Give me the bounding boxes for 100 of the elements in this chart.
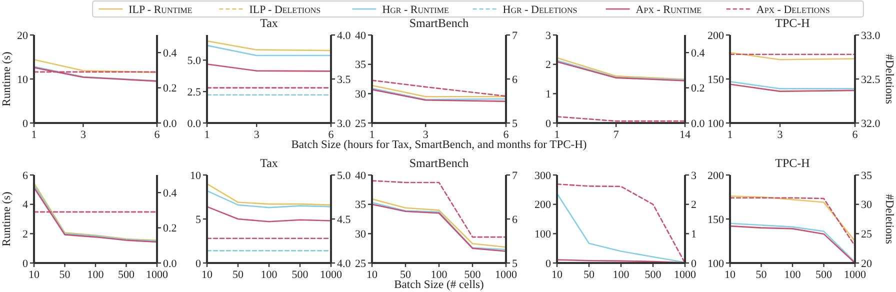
y-tick-label: 4 [22, 199, 28, 212]
y2-tick-label: 4.0 [337, 258, 352, 270]
x-tick-label: 1000 [320, 269, 342, 281]
x-tick-label: 100 [87, 269, 104, 281]
chart-title: Tax [260, 16, 278, 30]
y2-tick-label: 5.0 [337, 170, 352, 182]
y-tick-label: 5.0 [187, 54, 202, 67]
y-tick-label: 35 [355, 199, 366, 212]
x-tick-label: 3 [80, 129, 86, 141]
x-tick-label: 500 [464, 269, 482, 281]
y2-tick-label: 2 [691, 199, 696, 212]
x-tick-label: 50 [756, 269, 768, 281]
y2-tick-label: 0.2 [163, 82, 177, 95]
y2-tick-label: 6 [512, 214, 518, 226]
x-tick-label: 14 [680, 129, 691, 141]
x-tick-label: 10 [366, 269, 378, 281]
x-tick-label: 7 [613, 129, 620, 141]
y2-tick-label: 25 [861, 228, 872, 241]
x-tick-label: 1000 [844, 269, 866, 281]
x-tick-label: 6 [328, 129, 334, 141]
line-series [206, 206, 332, 222]
x-tick-label: 3 [254, 129, 260, 141]
y-tick-label: 3 [546, 30, 552, 42]
y2-axis-title: #Deletions [883, 194, 895, 244]
y-tick-label: 0 [546, 118, 552, 130]
y2-tick-label: 0 [691, 258, 697, 270]
legend-label: ILP - Deletions [249, 4, 321, 16]
y2-tick-label: 5 [512, 258, 518, 270]
x-tick-label: 100 [430, 269, 448, 281]
y-tick-label: 30 [355, 228, 366, 241]
y-tick-label: 150 [708, 74, 724, 86]
x-tick-label: 50 [59, 269, 71, 281]
y-axis-title: Runtime (s) [1, 192, 13, 246]
x-tick-label: 1 [727, 129, 733, 141]
y-tick-label: 20 [17, 30, 28, 42]
x-tick-label: 1 [31, 129, 37, 141]
y-tick-label: 0 [22, 258, 28, 270]
legend-label: ILP - Runtime [128, 4, 192, 16]
y2-tick-label: 3.0 [337, 118, 352, 130]
x-tick-label: 1 [369, 129, 375, 141]
y-tick-label: 25 [355, 118, 366, 130]
x-tick-label: 50 [232, 269, 244, 281]
y2-tick-label: 5 [512, 118, 518, 130]
x-tick-label: 500 [644, 269, 662, 281]
x-tick-label: 10 [724, 269, 736, 281]
y-tick-label: 0 [22, 118, 28, 130]
y2-tick-label: 7 [512, 30, 518, 42]
y2-tick-label: 0.2 [691, 82, 705, 95]
y-tick-label: 10 [17, 74, 28, 86]
x-tick-label: 1000 [495, 269, 518, 281]
y-tick-label: 30 [355, 88, 366, 101]
y-tick-label: 2.5 [187, 86, 202, 98]
y-tick-label: 100 [708, 118, 724, 130]
y2-tick-label: 4.0 [337, 30, 352, 42]
y-tick-label: 40 [355, 170, 366, 182]
y2-tick-label: 33.0 [861, 30, 881, 42]
y-tick-label: 200 [708, 170, 724, 182]
x-tick-label: 100 [612, 269, 630, 281]
y-tick-label: 100 [534, 228, 552, 241]
x-tick-label: 100 [784, 269, 802, 281]
y2-tick-label: 3 [691, 170, 697, 182]
x-tick-label: 6 [154, 129, 160, 141]
x-tick-label: 50 [400, 269, 412, 281]
legend-label: Hgr - Deletions [502, 4, 578, 16]
x-tick-label: 3 [777, 129, 784, 141]
x-tick-label: 50 [584, 269, 595, 281]
y2-tick-label: 0.4 [691, 47, 706, 60]
line-series [206, 190, 332, 208]
x-tick-label: 500 [816, 269, 832, 281]
x-axis-title: Batch Size (# cells) [394, 279, 484, 291]
y2-tick-label: 0.0 [691, 118, 706, 130]
y2-tick-label: 35 [861, 170, 872, 182]
x-tick-label: 500 [292, 269, 309, 281]
y-tick-label: 0 [546, 258, 552, 270]
y-tick-label: 200 [534, 199, 552, 212]
y2-tick-label: 0.2 [163, 222, 177, 235]
y2-tick-label: 0.0 [163, 258, 178, 270]
x-tick-label: 1000 [674, 269, 696, 281]
y2-tick-label: 0.0 [163, 118, 178, 130]
y-tick-label: 150 [708, 214, 724, 226]
legend-label: Hgr - Runtime [382, 4, 449, 16]
y-tick-label: 0 [196, 258, 202, 270]
line-series [206, 183, 332, 206]
y-tick-label: 40 [355, 30, 366, 42]
x-tick-label: 1 [204, 129, 210, 141]
y-tick-label: 2 [22, 228, 28, 241]
y-tick-label: 300 [534, 170, 552, 182]
y2-tick-label: 1 [691, 228, 696, 241]
legend-label: Apx - Deletions [756, 4, 830, 16]
chart-title: Tax [260, 156, 278, 170]
x-tick-label: 6 [852, 129, 858, 141]
x-tick-label: 1000 [146, 269, 168, 281]
x-tick-label: 3 [422, 129, 429, 141]
chart-title: SmartBench [409, 16, 469, 30]
y2-tick-label: 30 [861, 199, 872, 212]
y2-tick-label: 32.0 [861, 118, 881, 130]
y2-tick-label: 7 [512, 170, 518, 182]
y2-axis-title: #Deletions [883, 54, 895, 104]
x-axis-title: Batch Size (hours for Tax, SmartBench, and months for TPC-H) [291, 139, 587, 151]
y2-tick-label: 0.4 [163, 187, 178, 200]
